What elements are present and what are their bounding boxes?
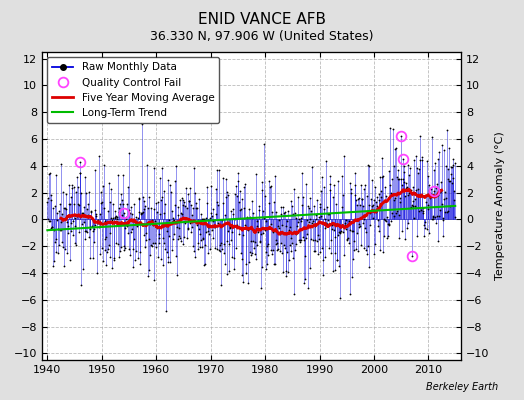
Text: 36.330 N, 97.906 W (United States): 36.330 N, 97.906 W (United States) [150, 30, 374, 43]
Text: ENID VANCE AFB: ENID VANCE AFB [198, 12, 326, 27]
Y-axis label: Temperature Anomaly (°C): Temperature Anomaly (°C) [495, 132, 505, 280]
Legend: Raw Monthly Data, Quality Control Fail, Five Year Moving Average, Long-Term Tren: Raw Monthly Data, Quality Control Fail, … [47, 57, 220, 123]
Text: Berkeley Earth: Berkeley Earth [425, 382, 498, 392]
